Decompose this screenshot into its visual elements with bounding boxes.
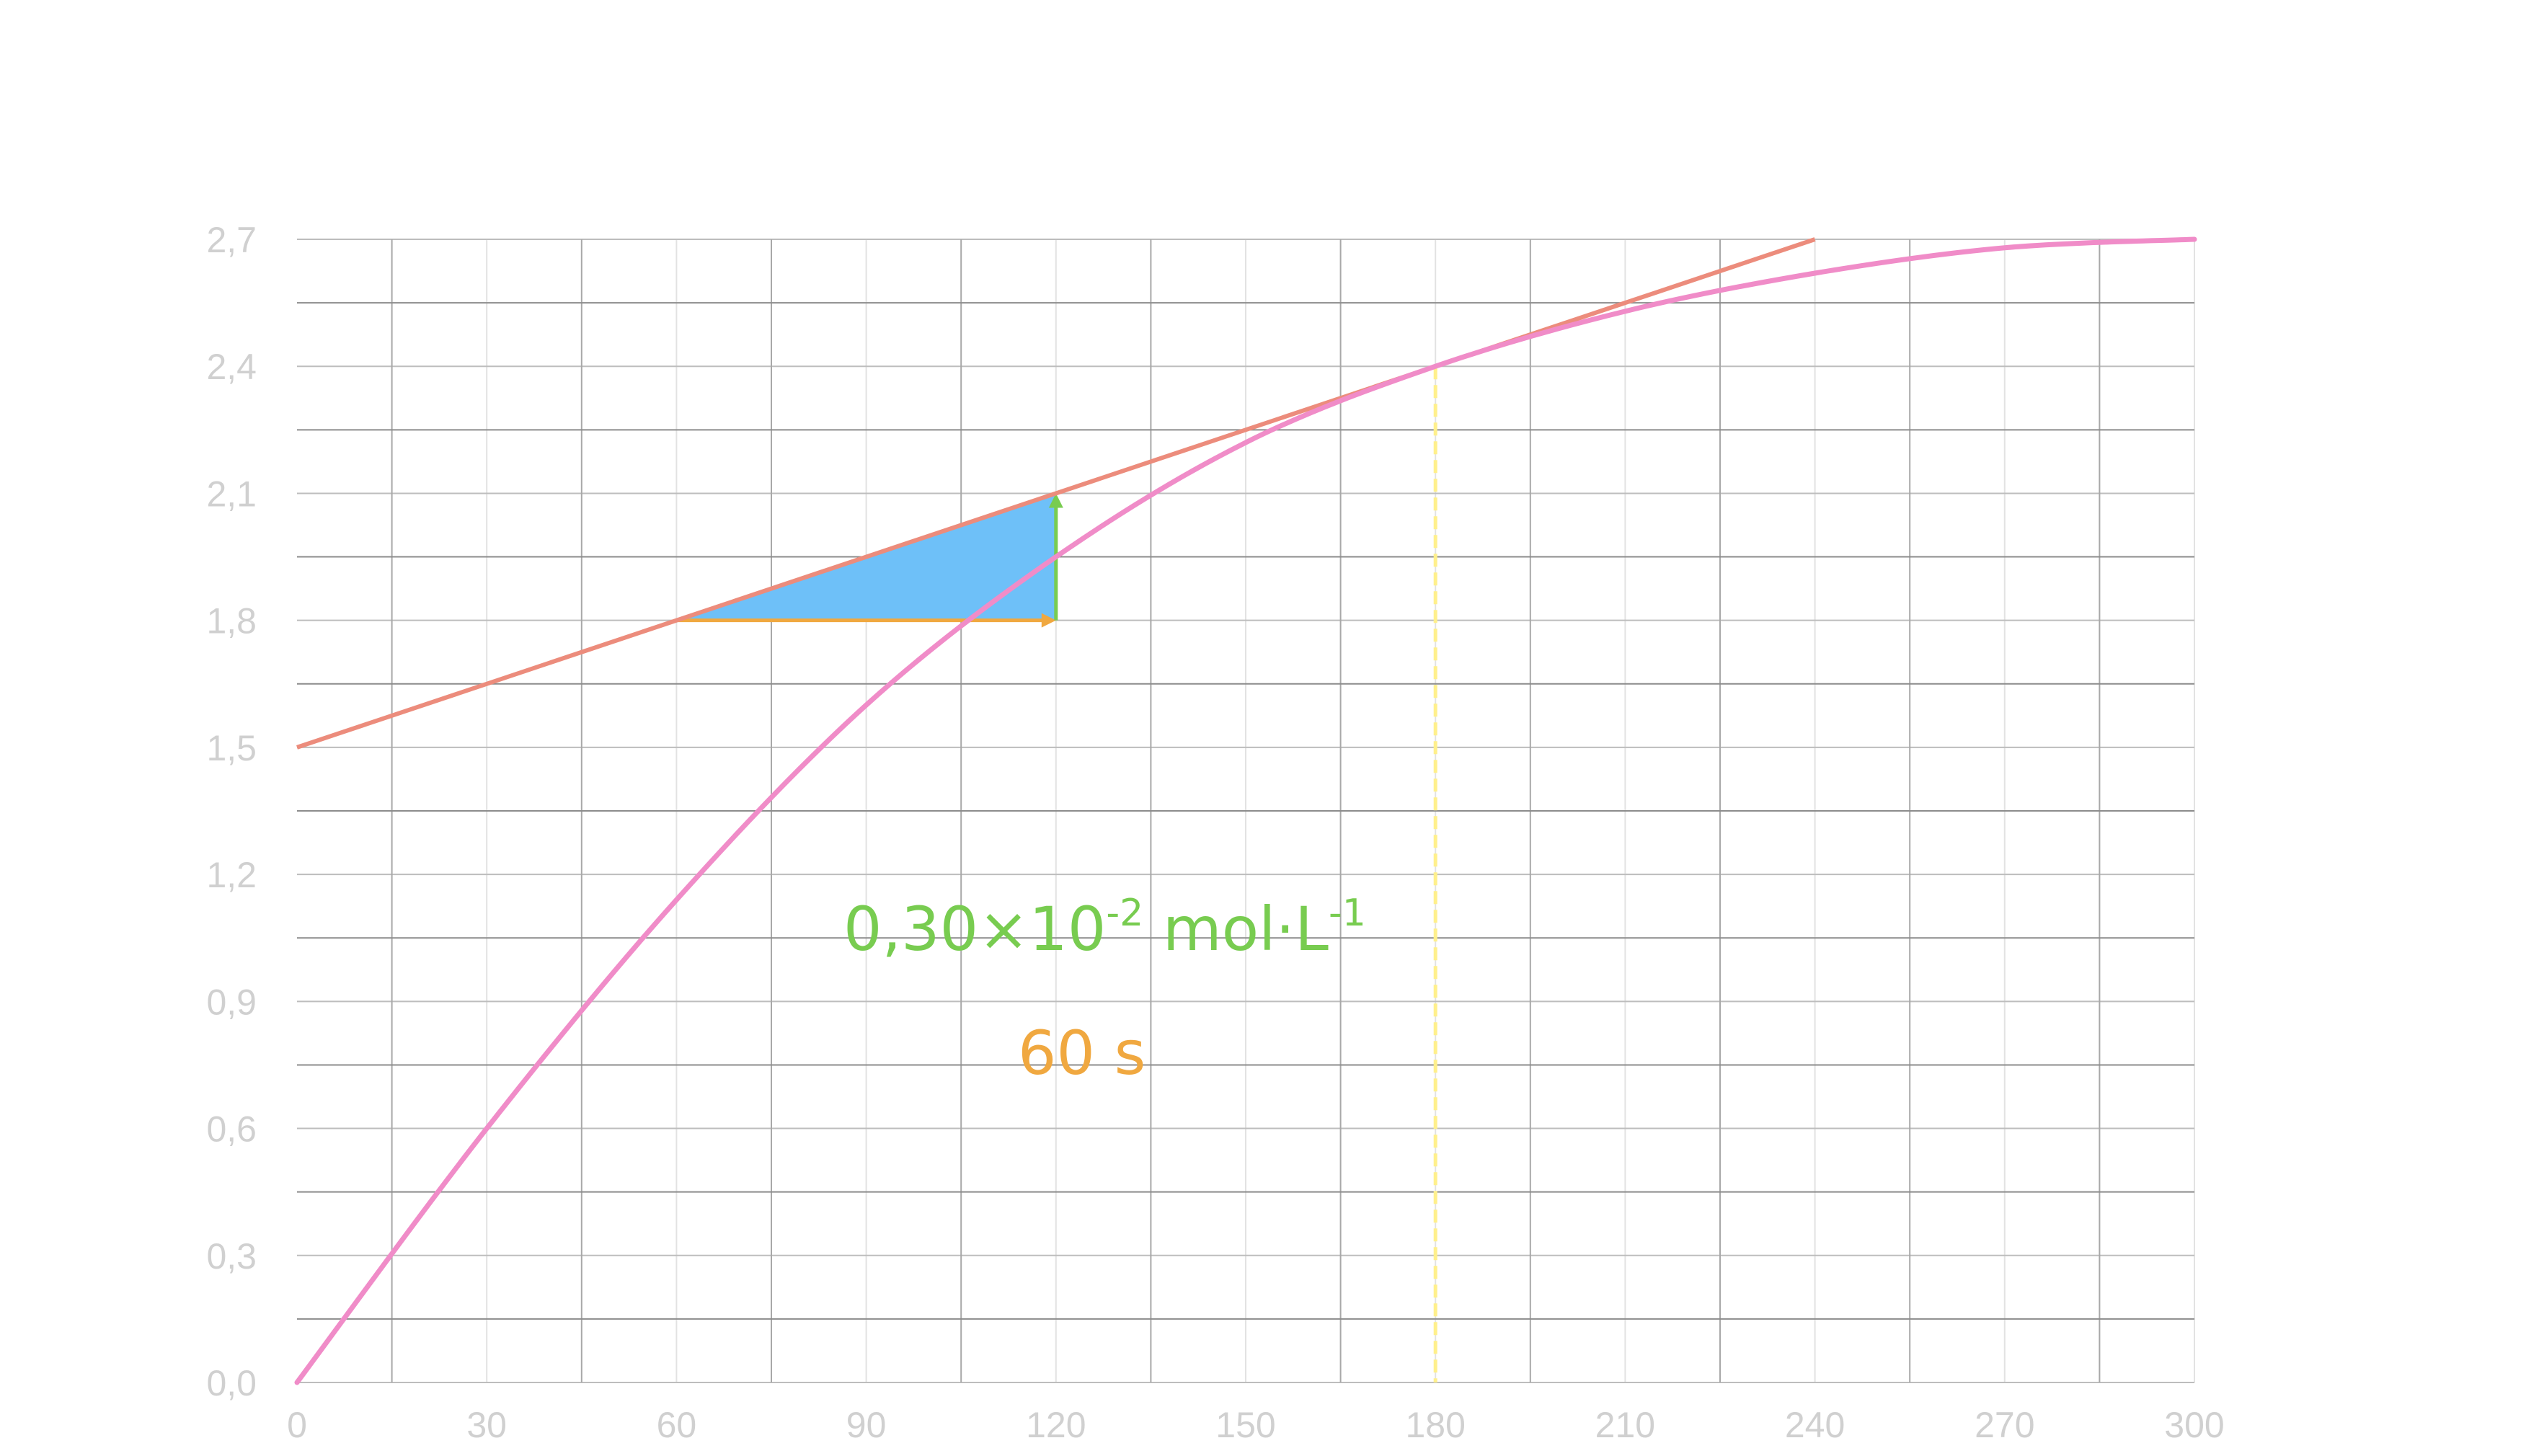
y-tick-label: 0,3 — [206, 1236, 257, 1277]
x-tick-label: 90 — [846, 1405, 887, 1445]
grid-major — [297, 239, 2194, 1382]
concentration-curve — [294, 236, 2197, 1385]
y-tick-label: 0,0 — [206, 1363, 257, 1403]
x-tick-label: 210 — [1595, 1405, 1655, 1445]
x-tick-label: 270 — [1975, 1405, 2034, 1445]
x-tick-label: 0 — [287, 1405, 307, 1445]
x-tick-label: 120 — [1026, 1405, 1086, 1445]
delta-y-value: 0,30×10 — [843, 894, 1106, 964]
delta-y-unit: mol·L — [1143, 894, 1329, 964]
delta-y-exponent: -2 — [1106, 892, 1143, 935]
delta-y-unit-exponent: -1 — [1329, 892, 1366, 935]
x-tick-label: 300 — [2164, 1405, 2224, 1445]
x-tick-label: 180 — [1405, 1405, 1465, 1445]
x-axis-ticks: 0 30 60 90 120 150 180 210 240 270 300 — [287, 1405, 2225, 1445]
x-tick-label: 240 — [1785, 1405, 1845, 1445]
delta-x-arrowhead — [1041, 613, 1056, 628]
y-tick-label: 0,6 — [206, 1109, 257, 1150]
tangent-line — [296, 237, 1816, 750]
y-tick-label: 1,8 — [206, 601, 257, 642]
y-axis-ticks: 0,0 0,3 0,6 0,9 1,2 1,5 1,8 2,1 2,4 2,7 — [206, 220, 257, 1403]
y-tick-label: 2,4 — [206, 347, 257, 387]
x-tick-label: 60 — [657, 1405, 697, 1445]
y-tick-label: 1,5 — [206, 728, 257, 768]
delta-y-arrowhead — [1048, 493, 1063, 508]
x-tick-label: 30 — [466, 1405, 507, 1445]
delta-y-label: 0,30×10-2 mol·L-1 — [843, 892, 1366, 964]
delta-x-label: 60 s — [1018, 1018, 1146, 1088]
x-tick-label: 150 — [1215, 1405, 1275, 1445]
y-tick-label: 0,9 — [206, 982, 257, 1022]
y-tick-label: 2,7 — [206, 220, 257, 260]
y-tick-label: 1,2 — [206, 855, 257, 895]
y-tick-label: 2,1 — [206, 474, 257, 514]
